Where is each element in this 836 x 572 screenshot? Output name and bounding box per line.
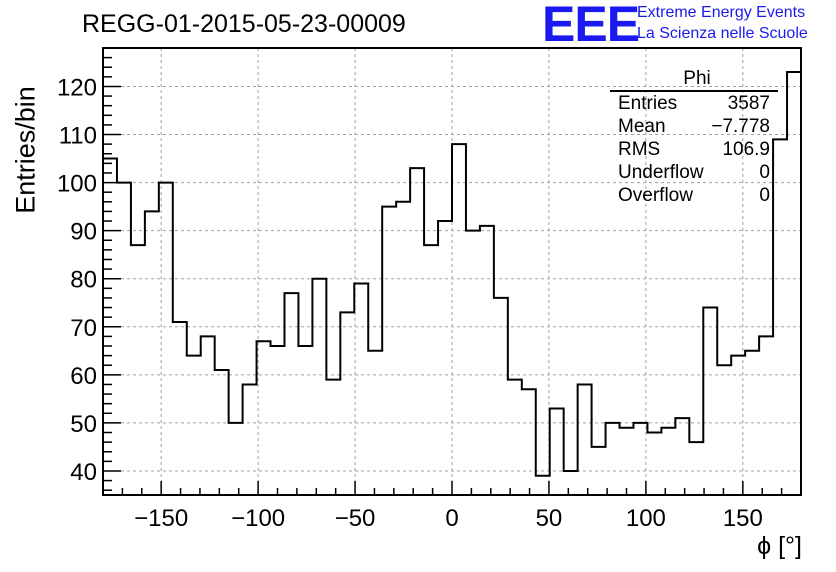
histogram-bin <box>494 298 508 495</box>
histogram-bin <box>689 442 703 495</box>
histogram-bin <box>564 471 578 495</box>
histogram-bin <box>592 447 606 495</box>
stats-box-title: Phi <box>610 68 778 92</box>
y-tick-label: 50 <box>70 411 97 438</box>
histogram-bin <box>647 433 661 495</box>
histogram-bin <box>201 336 215 495</box>
y-tick-label: 60 <box>70 363 97 390</box>
plot-frame <box>102 47 802 496</box>
histogram-bin <box>368 351 382 495</box>
stats-value: 106.9 <box>722 139 770 160</box>
y-tick-label: 100 <box>57 171 97 198</box>
histogram-bin <box>508 380 522 495</box>
histogram-bin <box>675 418 689 495</box>
stats-value: 0 <box>759 162 770 183</box>
histogram-bin <box>173 322 187 495</box>
stats-row-mean: Mean −7.778 <box>610 115 778 138</box>
histogram-bin <box>787 72 801 495</box>
y-tick-label: 110 <box>59 123 97 150</box>
y-tick-label: 80 <box>70 267 97 294</box>
histogram-bin <box>480 226 494 495</box>
histogram-bin <box>620 428 634 495</box>
histogram-bin <box>661 428 675 495</box>
y-tick-label: 40 <box>70 459 97 486</box>
y-axis-label-text: Entries/bin <box>10 86 41 214</box>
stats-value: 3587 <box>727 93 770 114</box>
chart-title: REGG-01-2015-05-23-00009 <box>82 10 406 38</box>
histogram-bin <box>745 351 759 495</box>
stats-box: Phi Entries 3587 Mean −7.778 RMS 106.9 Unde… <box>610 68 778 207</box>
stats-value: −7.778 <box>711 116 770 137</box>
histogram-bin <box>731 356 745 495</box>
histogram-bin <box>257 341 271 495</box>
stats-row-rms: RMS 106.9 <box>610 138 778 161</box>
histogram-bin <box>117 183 131 495</box>
x-axis-label: ϕ [°] <box>757 532 802 560</box>
x-tick-label: −50 <box>335 505 376 532</box>
histogram-bin <box>159 183 173 495</box>
axis-ticks <box>102 47 802 495</box>
histogram-bin <box>536 476 550 495</box>
histogram-line <box>103 71 801 477</box>
x-tick-label: 150 <box>723 505 763 532</box>
histogram-bin <box>633 423 647 495</box>
histogram-bin <box>452 144 466 495</box>
y-axis-label: Entries/bin <box>6 86 46 214</box>
histogram-bin <box>131 245 145 495</box>
histogram-bin <box>271 346 285 495</box>
logo-caption: Extreme Energy Events La Scienza nelle S… <box>637 2 808 44</box>
histogram-bin <box>522 389 536 495</box>
histogram-bin <box>578 384 592 495</box>
eee-logo: EEE <box>542 0 640 52</box>
logo-caption-line-1: Extreme Energy Events <box>637 4 806 21</box>
histogram-bin <box>340 312 354 495</box>
stats-row-entries: Entries 3587 <box>610 92 778 115</box>
y-tick-label: 90 <box>70 219 97 246</box>
histogram-bin <box>550 408 564 495</box>
y-tick-labels: 40 50 60 70 80 90 100 110 120 <box>57 74 97 486</box>
stats-label: Underflow <box>618 162 704 183</box>
x-tick-label: 100 <box>626 505 666 532</box>
x-tick-label: −100 <box>231 505 285 532</box>
histogram-bin <box>326 380 340 495</box>
histogram-bin <box>229 423 243 495</box>
stats-label: Entries <box>618 93 678 114</box>
stats-label: RMS <box>618 139 661 160</box>
histogram-bin <box>243 384 257 495</box>
grid-lines <box>103 48 801 495</box>
stats-value: 0 <box>759 185 770 206</box>
histogram-bin <box>759 336 773 495</box>
histogram-bin <box>103 159 117 495</box>
stats-row-overflow: Overflow 0 <box>610 184 778 207</box>
histogram-bin <box>424 245 438 495</box>
histogram-bin <box>717 365 731 495</box>
stats-label: Mean <box>618 116 666 137</box>
histogram-bin <box>145 211 159 495</box>
histogram-bin <box>354 284 368 495</box>
histogram-bin <box>298 346 312 495</box>
x-tick-label: −150 <box>134 505 188 532</box>
y-tick-label: 120 <box>57 74 97 101</box>
y-tick-label: 70 <box>70 315 97 342</box>
histogram-bin <box>187 356 201 495</box>
histogram-bin <box>606 423 620 495</box>
histogram-bin <box>312 279 326 495</box>
histogram-bin <box>396 202 410 495</box>
histogram-bin <box>284 293 298 495</box>
histogram-bin <box>215 370 229 495</box>
stats-row-underflow: Underflow 0 <box>610 161 778 184</box>
histogram-bin <box>703 308 717 495</box>
histogram-bin <box>382 207 396 495</box>
logo-caption-line-2: La Scienza nelle Scuole <box>637 25 808 42</box>
histogram-bin <box>438 221 452 495</box>
histogram-bin <box>466 231 480 495</box>
stats-label: Overflow <box>618 185 693 206</box>
x-tick-label: 50 <box>536 505 563 532</box>
histogram-bin <box>410 168 424 495</box>
x-tick-label: 0 <box>445 505 458 532</box>
x-tick-labels: −150 −100 −50 0 50 100 150 <box>134 505 763 532</box>
